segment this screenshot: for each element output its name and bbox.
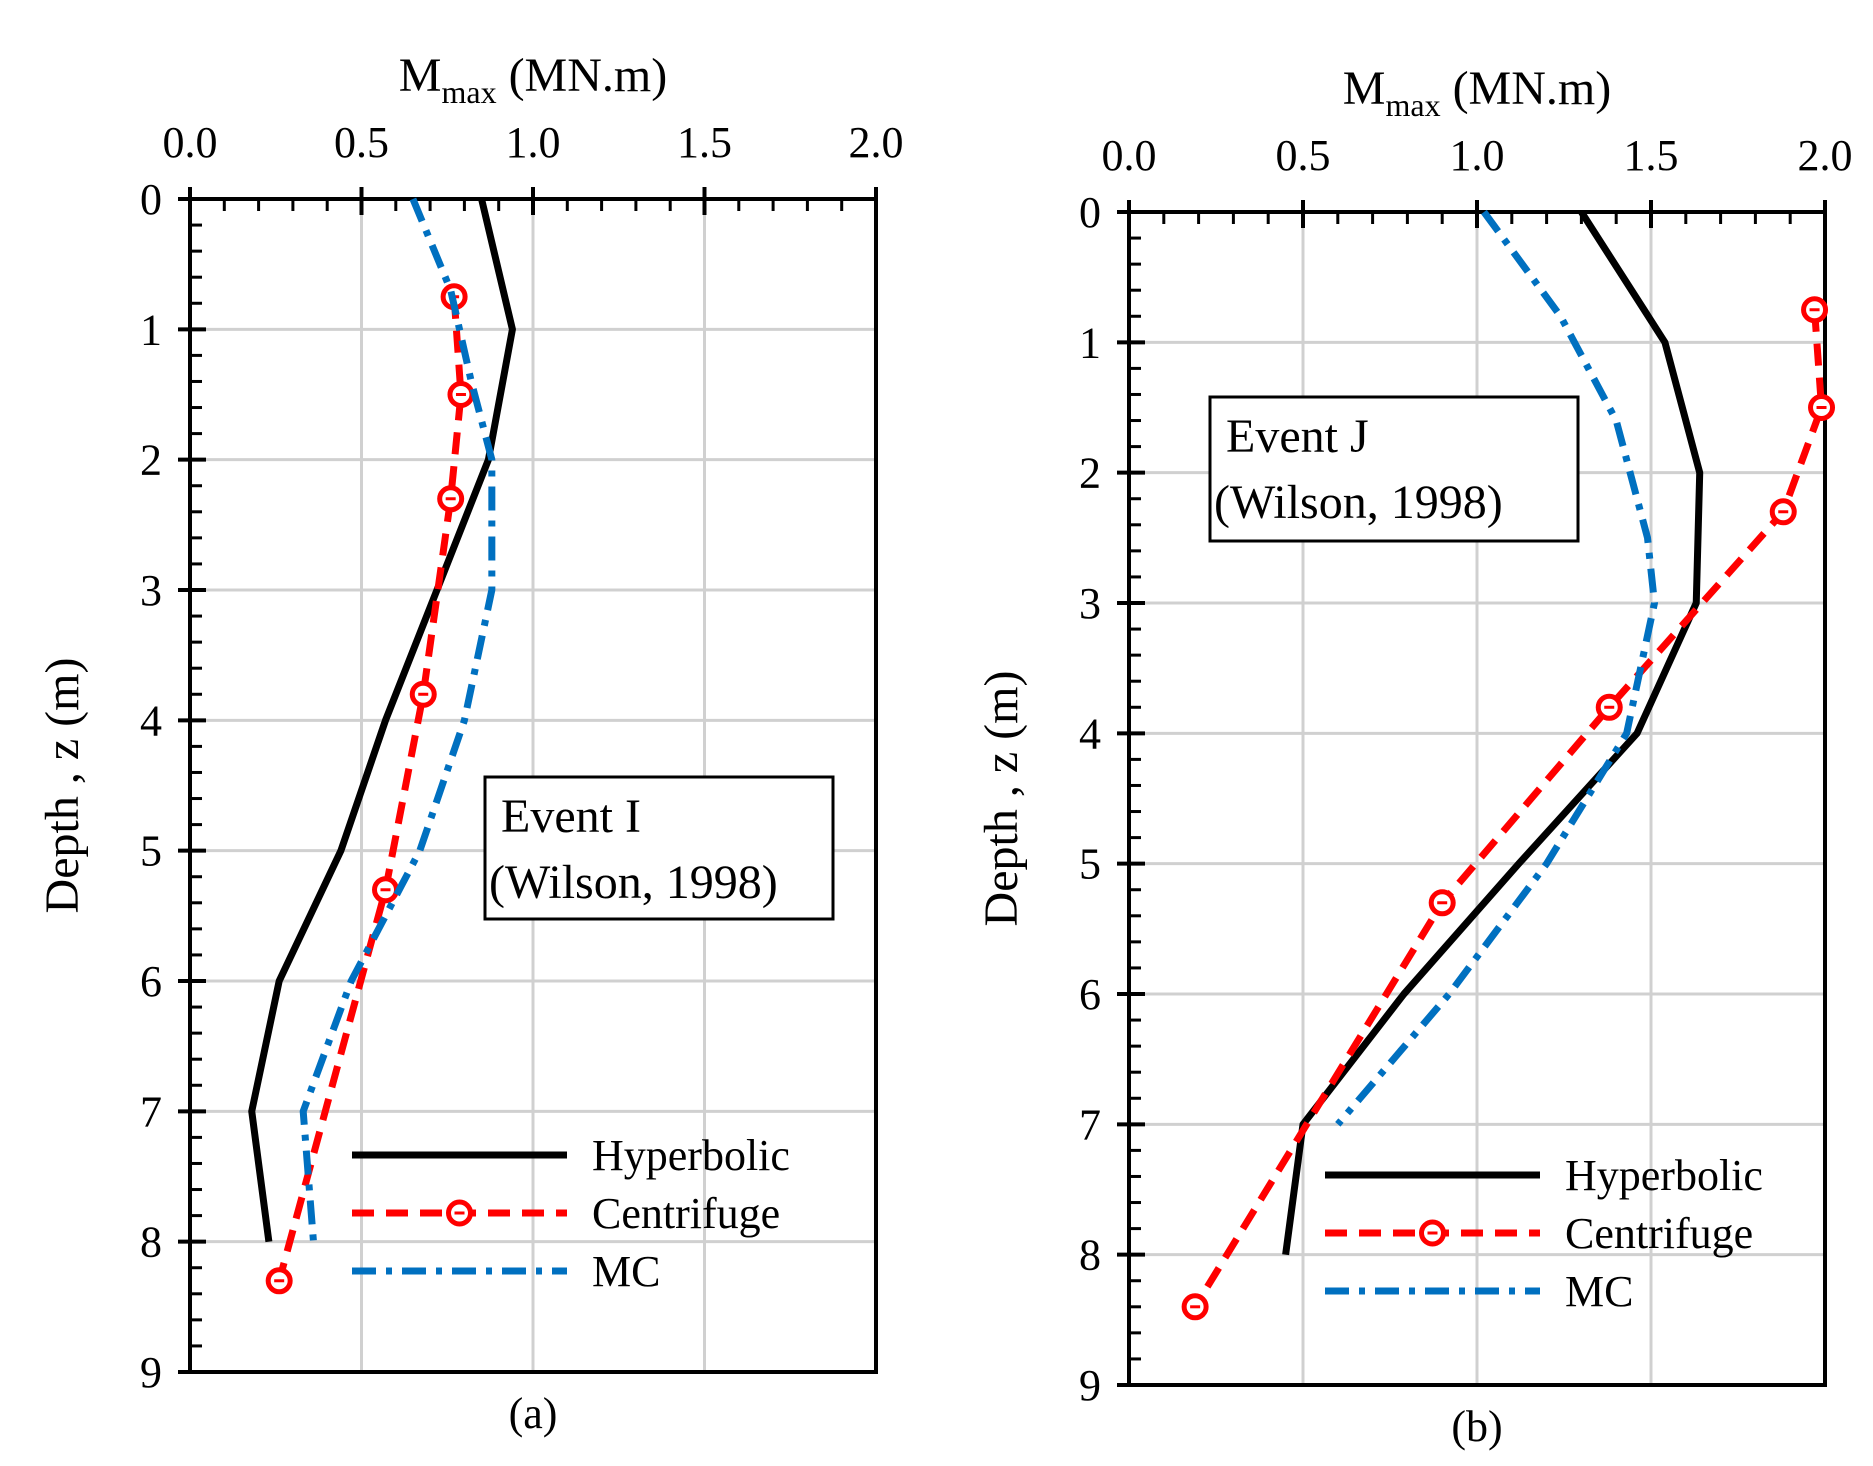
legend-label-hyperbolic: Hyperbolic [592,1131,790,1180]
chart-panel-b: 0.0 0.5 1.0 1.5 2.0 0 1 2 3 4 5 6 7 8 9 Mmax (MN.m) Dept… [975,62,1853,1451]
annotation-border [1208,395,1580,543]
y-tick-label: 2 [140,436,162,485]
series-line-hyperbolic [248,198,516,1243]
series-hyperbolic [248,198,516,1243]
series-mc [299,197,496,1242]
y-tick-label: 8 [1079,1231,1101,1280]
x-axis-title-unit: (MN.m) [1441,62,1612,115]
annotation-text: (Wilson, 1998) [1214,476,1503,529]
x-axis-title-subscript: max [1385,87,1440,123]
panel-label: (b) [1451,1402,1502,1451]
y-tick-label: 3 [140,566,162,615]
y-tick-label: 0 [1079,188,1101,237]
y-tick-label: 5 [1079,840,1101,889]
x-tick-label: 0.0 [1102,131,1157,180]
y-axis-title: Depth , z (m) [975,671,1028,927]
series-centrifuge [265,283,475,1295]
annotation-box: Event I (Wilson, 1998) [483,775,835,921]
legend-label-centrifuge: Centrifuge [1565,1209,1753,1258]
x-axis-title-unit: (MN.m) [497,49,668,102]
x-tick-label: 2.0 [1798,131,1853,180]
y-tick-label: 1 [140,305,162,354]
y-tick-label: 4 [140,696,162,745]
minor-ticks [1117,200,1827,1387]
plot-area-border [188,197,878,1374]
y-tick-label: 2 [1079,449,1101,498]
annotation-box: Event J (Wilson, 1998) [1208,395,1580,543]
x-axis-title-main: M [399,49,442,102]
legend-label-hyperbolic: Hyperbolic [1565,1151,1763,1200]
x-tick-label: 0.5 [1276,131,1331,180]
legend-label-centrifuge: Centrifuge [592,1189,780,1238]
series-centrifuge [1181,296,1836,1321]
y-tick-label: 3 [1079,579,1101,628]
y-tick-label: 7 [140,1087,162,1136]
series-line-mc [299,197,496,1242]
x-tick-label: 1.5 [1624,131,1679,180]
y-tick-label: 9 [1079,1361,1101,1410]
y-tick-label: 5 [140,827,162,876]
series-mc [1335,209,1658,1127]
annotation-border [483,775,835,921]
x-tick-label: 1.5 [677,118,732,167]
y-tick-label: 4 [1079,709,1101,758]
annotation-text: (Wilson, 1998) [489,856,778,909]
plot-area-border [1127,210,1827,1387]
y-axis-title: Depth , z (m) [36,658,89,914]
annotation-text: Event J [1226,410,1369,463]
series-line-centrifuge [275,296,465,1282]
y-tick-label: 6 [1079,970,1101,1019]
y-tick-label: 9 [140,1348,162,1397]
x-axis-title: Mmax (MN.m) [399,49,667,110]
legend-label-mc: MC [1565,1267,1633,1316]
annotation-text: Event I [501,790,641,843]
y-tick-label: 0 [140,175,162,224]
legend: Hyperbolic Centrifuge MC [352,1131,790,1296]
legend: Hyperbolic Centrifuge MC [1325,1151,1763,1316]
x-axis-title: Mmax (MN.m) [1343,62,1611,123]
x-tick-label: 0.5 [334,118,389,167]
y-tick-label: 8 [140,1218,162,1267]
x-axis-title-subscript: max [441,74,496,110]
x-tick-label: 1.0 [506,118,561,167]
y-tick-label: 7 [1079,1100,1101,1149]
series-line-mc [1335,209,1658,1127]
x-axis-title-main: M [1343,62,1386,115]
series-line-centrifuge [1192,309,1826,1309]
x-tick-label: 0.0 [163,118,218,167]
y-tick-label: 1 [1079,318,1101,367]
chart-panel-a: 0.0 0.5 1.0 1.5 2.0 0 1 2 3 4 5 6 7 8 9 Mmax (MN.m) Dept… [36,49,904,1438]
y-tick-label: 6 [140,957,162,1006]
panel-label: (a) [509,1389,558,1438]
x-tick-label: 2.0 [849,118,904,167]
x-tick-label: 1.0 [1450,131,1505,180]
legend-label-mc: MC [592,1247,660,1296]
